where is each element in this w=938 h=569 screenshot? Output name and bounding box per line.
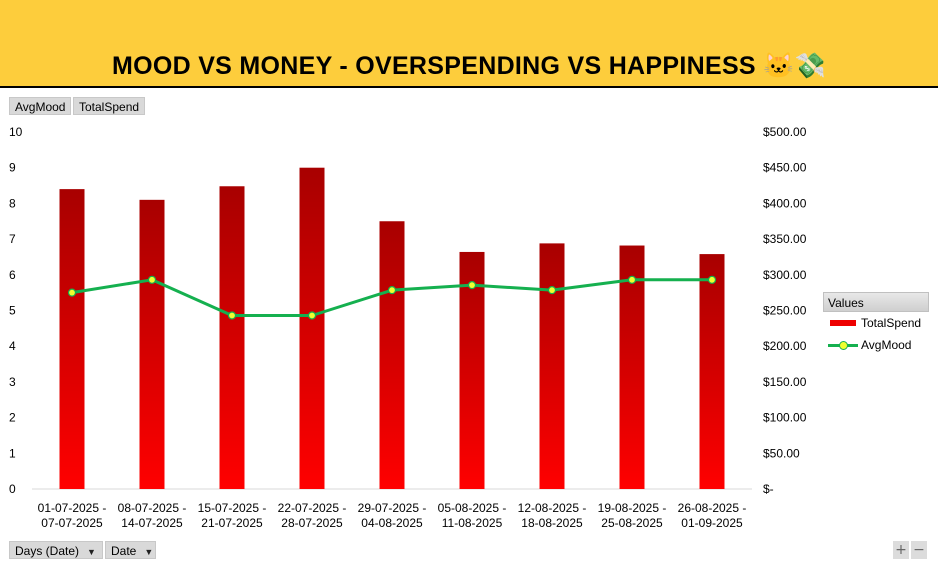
left-axis-tick-label: 3 [9, 375, 16, 389]
legend-item-totalspend: TotalSpend [823, 312, 929, 334]
title-band [0, 0, 938, 88]
totalspend-swatch-icon [830, 320, 856, 326]
left-axis-tick-label: 2 [9, 411, 16, 425]
bar-totalspend [299, 167, 325, 489]
collapse-button[interactable]: − [911, 541, 927, 559]
right-axis-tick-label: $- [763, 482, 774, 496]
right-axis-tick-label: $500.00 [763, 125, 807, 139]
right-axis-tick-label: $150.00 [763, 375, 807, 389]
bar-totalspend [619, 245, 645, 489]
right-axis-tick-label: $350.00 [763, 232, 807, 246]
x-axis-tick-label: 22-07-2025 -28-07-2025 [278, 501, 347, 530]
x-axis-tick-label: 15-07-2025 -21-07-2025 [198, 501, 267, 530]
totalspend-field-button[interactable]: TotalSpend [73, 97, 146, 115]
x-axis-tick-label: 08-07-2025 -14-07-2025 [118, 501, 187, 530]
chevron-down-icon[interactable]: ▼ [144, 547, 154, 557]
x-axis-tick-label: 01-07-2025 -07-07-2025 [38, 501, 107, 530]
right-axis-tick-label: $200.00 [763, 339, 807, 353]
left-axis-tick-label: 10 [9, 125, 23, 139]
legend-label-totalspend: TotalSpend [861, 316, 922, 330]
legend-header[interactable]: Values [823, 292, 929, 312]
point-avgmood [547, 286, 557, 295]
days-date-field-button[interactable]: Days (Date) ▼ [9, 541, 103, 559]
left-axis-tick-label: 8 [9, 196, 16, 210]
bar-totalspend [379, 221, 405, 489]
right-axis-tick-label: $300.00 [763, 268, 807, 282]
x-axis-tick-label: 29-07-2025 -04-08-2025 [358, 501, 427, 530]
avgmood-marker-swatch-icon [839, 341, 848, 350]
right-axis-tick-label: $50.00 [763, 446, 800, 460]
x-axis-tick-label: 05-08-2025 -11-08-2025 [438, 501, 507, 530]
chevron-down-icon[interactable]: ▼ [87, 547, 96, 557]
date-label: Date [111, 544, 137, 558]
right-axis-tick-label: $100.00 [763, 411, 807, 425]
bar-totalspend [699, 254, 725, 489]
left-axis-tick-label: 0 [9, 482, 16, 496]
right-axis-tick-label: $250.00 [763, 304, 807, 318]
left-axis-tick-label: 7 [9, 232, 16, 246]
legend: Values TotalSpend AvgMood [823, 292, 929, 356]
bar-totalspend [139, 199, 165, 489]
left-axis-tick-label: 4 [9, 339, 16, 353]
bar-totalspend [219, 186, 245, 489]
point-avgmood [307, 311, 317, 320]
point-avgmood [467, 281, 477, 290]
x-axis-tick-label: 12-08-2025 -18-08-2025 [518, 501, 587, 530]
bar-totalspend [539, 243, 565, 489]
point-avgmood [227, 311, 237, 320]
left-axis-tick-label: 5 [9, 304, 16, 318]
date-field-button[interactable]: Date ▼ [105, 541, 156, 559]
right-axis-tick-label: $450.00 [763, 161, 807, 175]
point-avgmood [67, 288, 77, 297]
left-axis-tick-label: 9 [9, 161, 16, 175]
left-axis-tick-label: 6 [9, 268, 16, 282]
legend-label-avgmood: AvgMood [861, 338, 912, 352]
avgmood-field-button[interactable]: AvgMood [9, 97, 72, 115]
point-avgmood [707, 275, 717, 284]
left-axis-tick-label: 1 [9, 446, 16, 460]
chart-title: MOOD VS MONEY - OVERSPENDING VS HAPPINES… [111, 52, 826, 80]
point-avgmood [627, 275, 637, 284]
x-axis-tick-label: 26-08-2025 -01-09-2025 [678, 501, 747, 530]
expand-button[interactable]: + [893, 541, 909, 559]
days-date-label: Days (Date) [15, 544, 80, 558]
point-avgmood [147, 275, 157, 284]
x-axis-tick-label: 19-08-2025 -25-08-2025 [598, 501, 667, 530]
bar-totalspend [459, 251, 485, 489]
point-avgmood [387, 286, 397, 295]
legend-item-avgmood: AvgMood [823, 334, 929, 356]
right-axis-tick-label: $400.00 [763, 196, 807, 210]
bar-totalspend [59, 189, 85, 489]
